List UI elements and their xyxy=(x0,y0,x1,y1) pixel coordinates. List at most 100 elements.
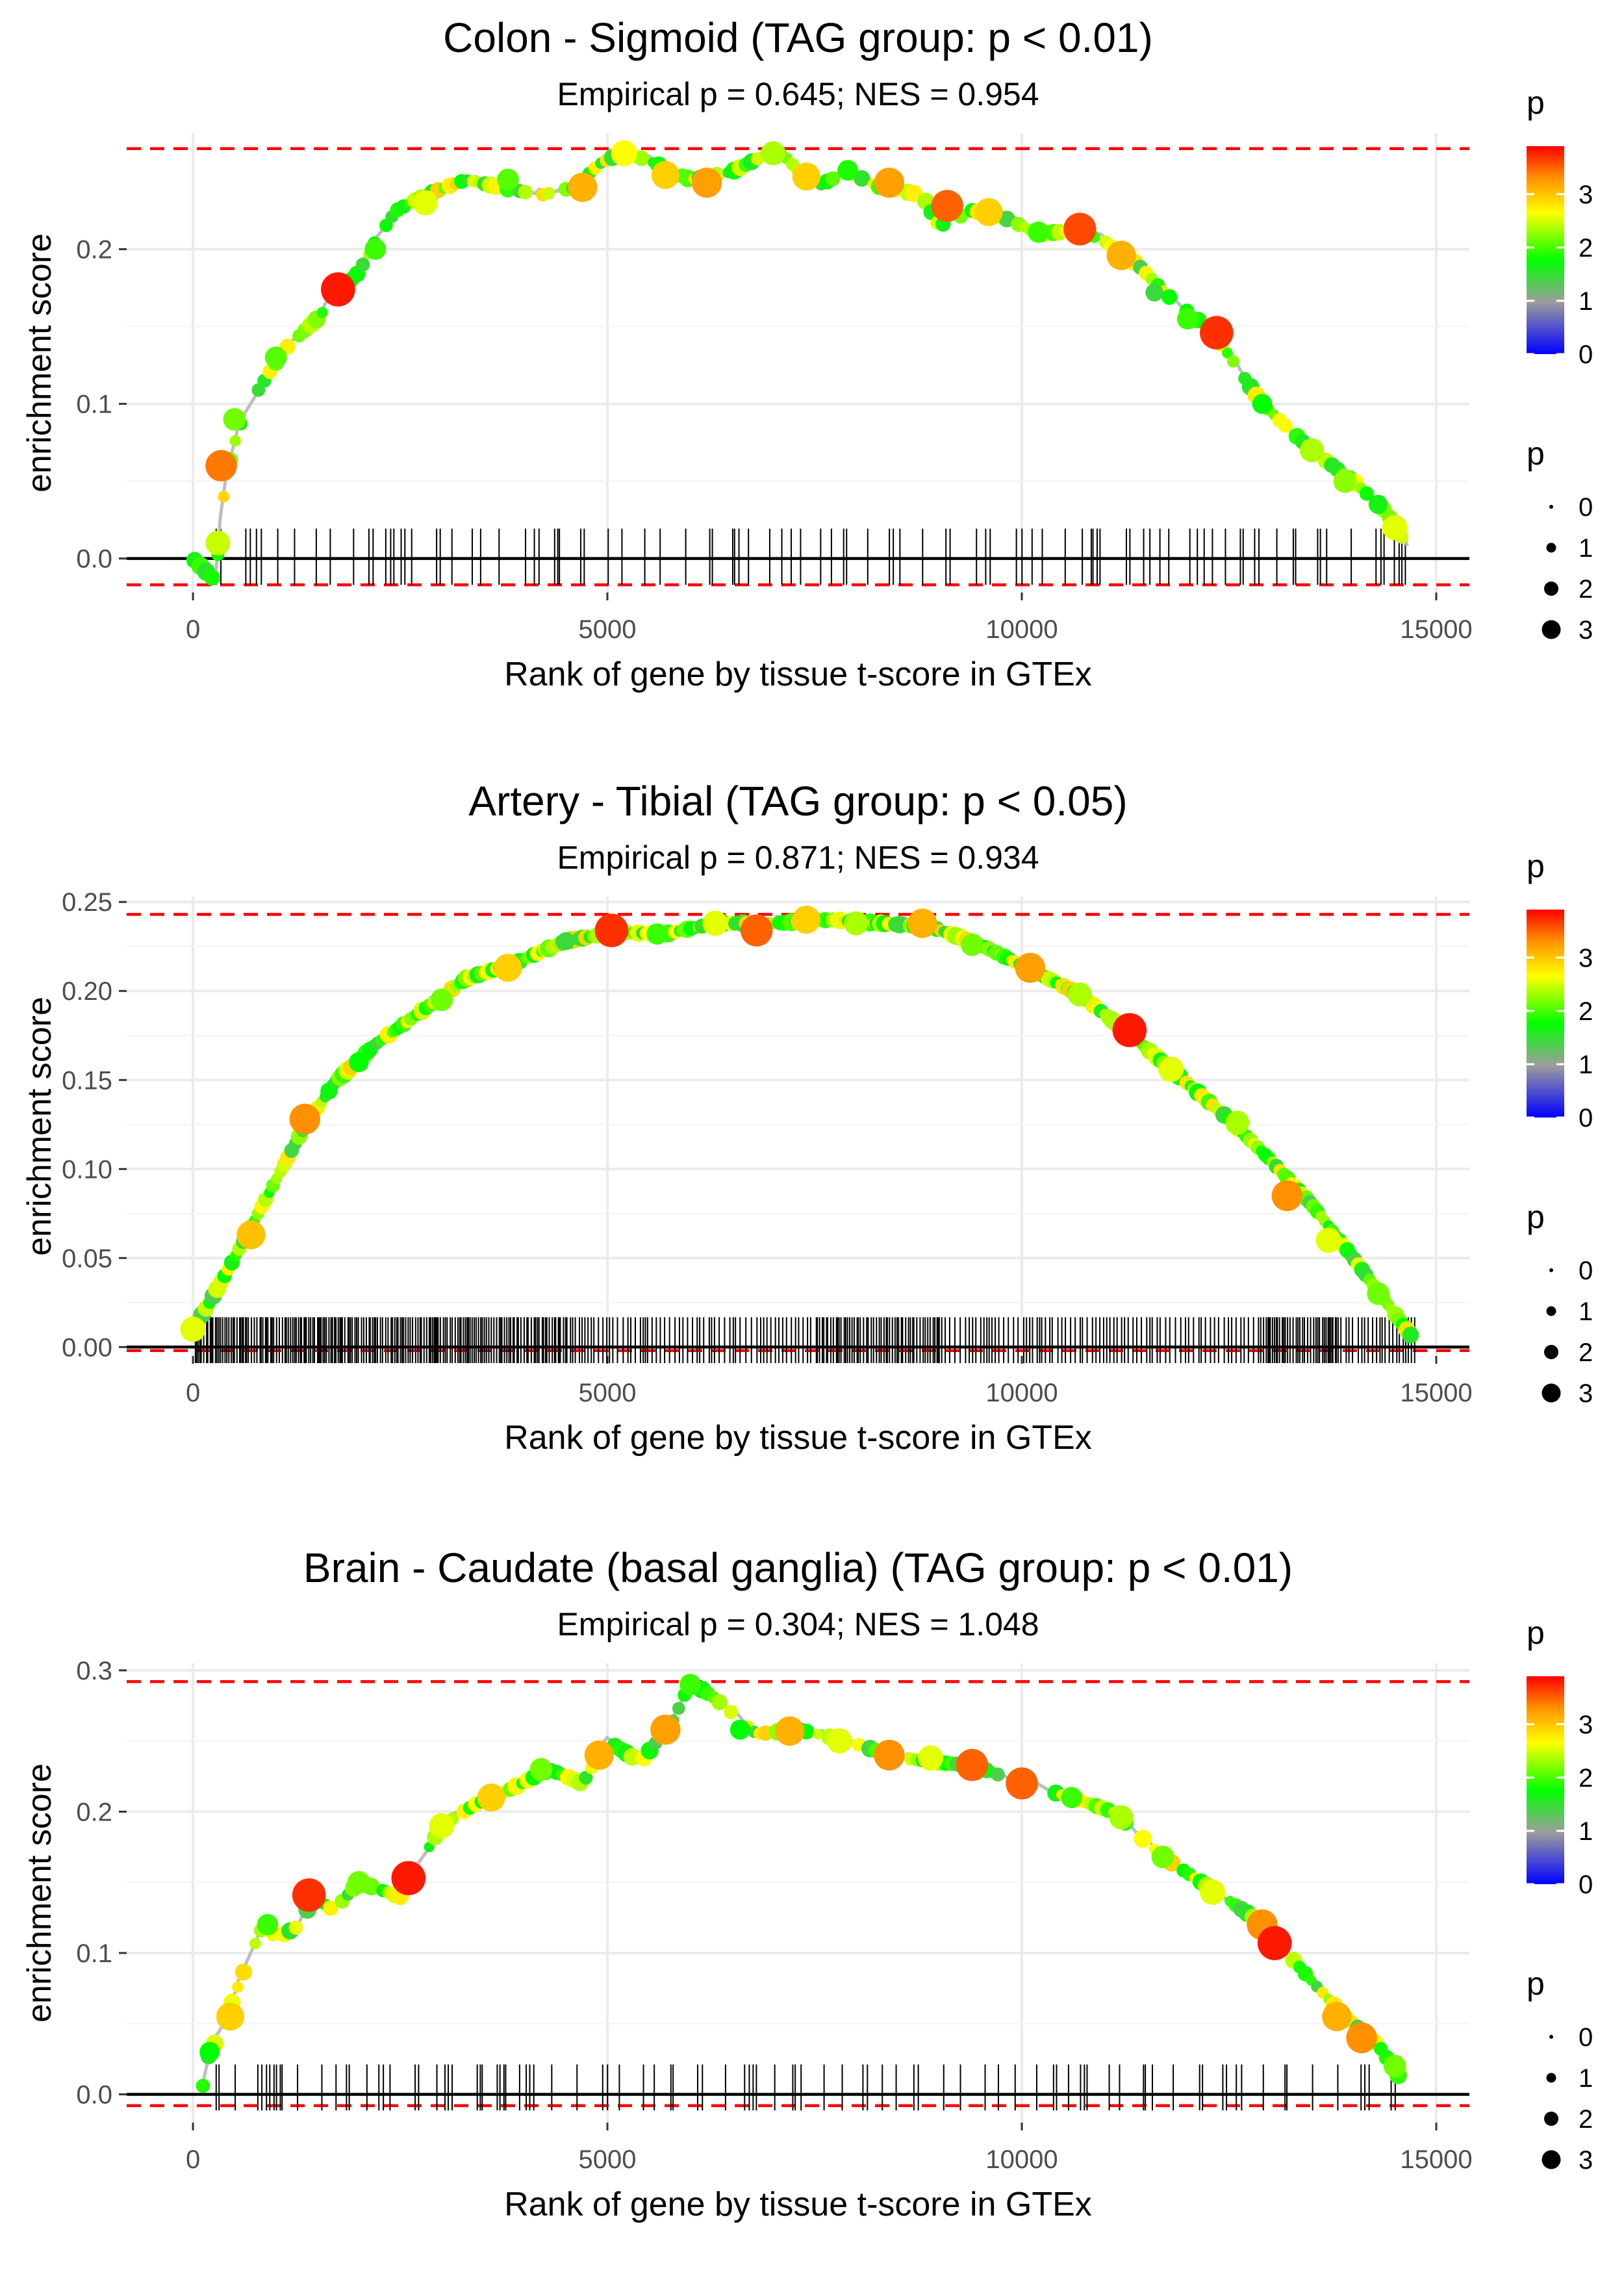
es-point xyxy=(837,160,858,181)
es-point xyxy=(907,908,937,938)
es-point xyxy=(854,170,870,187)
size-legend-key xyxy=(1549,1268,1553,1272)
x-tick-label: 10000 xyxy=(985,615,1058,644)
es-point xyxy=(998,211,1015,227)
es-point xyxy=(1278,418,1293,433)
size-legend-label: 3 xyxy=(1579,2146,1593,2175)
size-legend-label: 0 xyxy=(1579,2023,1593,2052)
size-legend-label: 2 xyxy=(1579,2105,1593,2134)
es-point xyxy=(321,272,355,307)
y-tick-label: 0.25 xyxy=(62,888,112,917)
es-point xyxy=(918,1745,944,1771)
es-point xyxy=(264,346,287,369)
es-point xyxy=(518,185,533,199)
es-point xyxy=(199,2041,220,2062)
size-legend-key xyxy=(1542,2150,1561,2169)
es-point xyxy=(223,408,246,431)
es-point xyxy=(724,1705,739,1720)
es-point xyxy=(711,1694,728,1711)
x-tick-label: 15000 xyxy=(1400,2145,1472,2174)
es-point xyxy=(931,190,963,222)
es-point xyxy=(826,1728,852,1754)
x-tick-label: 0 xyxy=(186,2145,200,2174)
es-point xyxy=(730,1719,750,1740)
x-tick-label: 0 xyxy=(186,615,200,644)
size-legend-label: 0 xyxy=(1579,493,1593,522)
es-point xyxy=(180,1316,206,1342)
gene-rug xyxy=(215,2064,1396,2111)
es-point xyxy=(236,1220,266,1249)
es-point xyxy=(1322,2002,1352,2032)
es-point xyxy=(216,2002,245,2031)
x-tick-label: 5000 xyxy=(579,1379,637,1407)
es-point xyxy=(1063,212,1097,246)
es-point xyxy=(1367,1282,1390,1305)
es-point xyxy=(672,1702,685,1715)
size-legend-title: p xyxy=(1527,1199,1545,1235)
es-point xyxy=(792,162,820,191)
es-point xyxy=(412,190,438,216)
es-point xyxy=(497,168,519,191)
es-points xyxy=(186,140,1409,586)
es-point xyxy=(364,238,387,260)
es-point xyxy=(355,257,370,272)
es-point xyxy=(650,1715,681,1745)
color-bar-label: 0 xyxy=(1579,1871,1593,1899)
es-point xyxy=(584,1740,614,1770)
x-tick-label: 10000 xyxy=(985,1379,1058,1407)
es-point xyxy=(702,910,728,936)
es-point xyxy=(1106,240,1136,270)
chart-subtitle: Empirical p = 0.871; NES = 0.934 xyxy=(557,839,1039,876)
size-legend-label: 1 xyxy=(1579,534,1593,563)
chart-subtitle: Empirical p = 0.645; NES = 0.954 xyxy=(557,76,1039,112)
es-point xyxy=(477,1783,506,1812)
color-bar-label: 3 xyxy=(1579,1711,1593,1739)
es-point xyxy=(1225,1110,1250,1135)
es-point xyxy=(1252,394,1273,414)
size-legend-label: 2 xyxy=(1579,575,1593,604)
es-point xyxy=(1257,1926,1292,1960)
color-bar-label: 1 xyxy=(1579,1051,1593,1079)
es-point xyxy=(568,172,598,202)
es-point xyxy=(991,1767,1005,1782)
y-axis-title: enrichment score xyxy=(21,997,58,1256)
color-legend-title: p xyxy=(1527,1615,1545,1651)
color-bar-label: 1 xyxy=(1579,1817,1593,1846)
es-point xyxy=(257,1914,279,1935)
y-tick-label: 0.05 xyxy=(62,1244,112,1273)
color-legend-title: p xyxy=(1527,84,1545,121)
size-legend-key xyxy=(1546,543,1556,553)
es-point xyxy=(750,152,765,166)
es-point xyxy=(1145,283,1163,302)
es-point xyxy=(1300,438,1325,463)
es-point xyxy=(825,171,841,186)
size-legend-label: 3 xyxy=(1579,616,1593,645)
es-point xyxy=(651,160,679,189)
es-point xyxy=(741,914,773,947)
es-point xyxy=(633,150,650,166)
size-legend-key xyxy=(1544,2112,1558,2126)
legend: p 0 1 2 3 p 0 1 2 3 xyxy=(1527,848,1593,1408)
chart-title: Brain - Caudate (basal ganglia) (TAG gro… xyxy=(303,1544,1293,1591)
es-point xyxy=(611,140,637,166)
chart-panel-1: Colon - Sigmoid (TAG group: p < 0.01) Emp… xyxy=(21,14,1593,693)
color-bar-label: 2 xyxy=(1579,1764,1593,1793)
es-point xyxy=(391,1861,426,1895)
y-tick-label: 0.0 xyxy=(76,2080,112,2109)
es-point xyxy=(218,491,230,503)
y-axis-title: enrichment score xyxy=(21,1763,58,2023)
y-tick-label: 0.10 xyxy=(62,1155,112,1184)
es-point xyxy=(204,569,220,586)
es-point xyxy=(792,906,820,934)
chart-title: Artery - Tibial (TAG group: p < 0.05) xyxy=(468,778,1127,824)
y-tick-label: 0.3 xyxy=(76,1657,112,1685)
es-point xyxy=(1015,952,1046,983)
es-point xyxy=(1176,308,1199,330)
color-bar-label: 0 xyxy=(1579,1104,1593,1132)
es-point xyxy=(1382,515,1408,541)
es-point xyxy=(1151,1845,1174,1869)
size-legend-title: p xyxy=(1527,435,1545,472)
legend: p 0 1 2 3 p 0 1 2 3 xyxy=(1527,84,1593,645)
es-point xyxy=(288,1920,303,1935)
color-bar-label: 0 xyxy=(1579,340,1593,369)
